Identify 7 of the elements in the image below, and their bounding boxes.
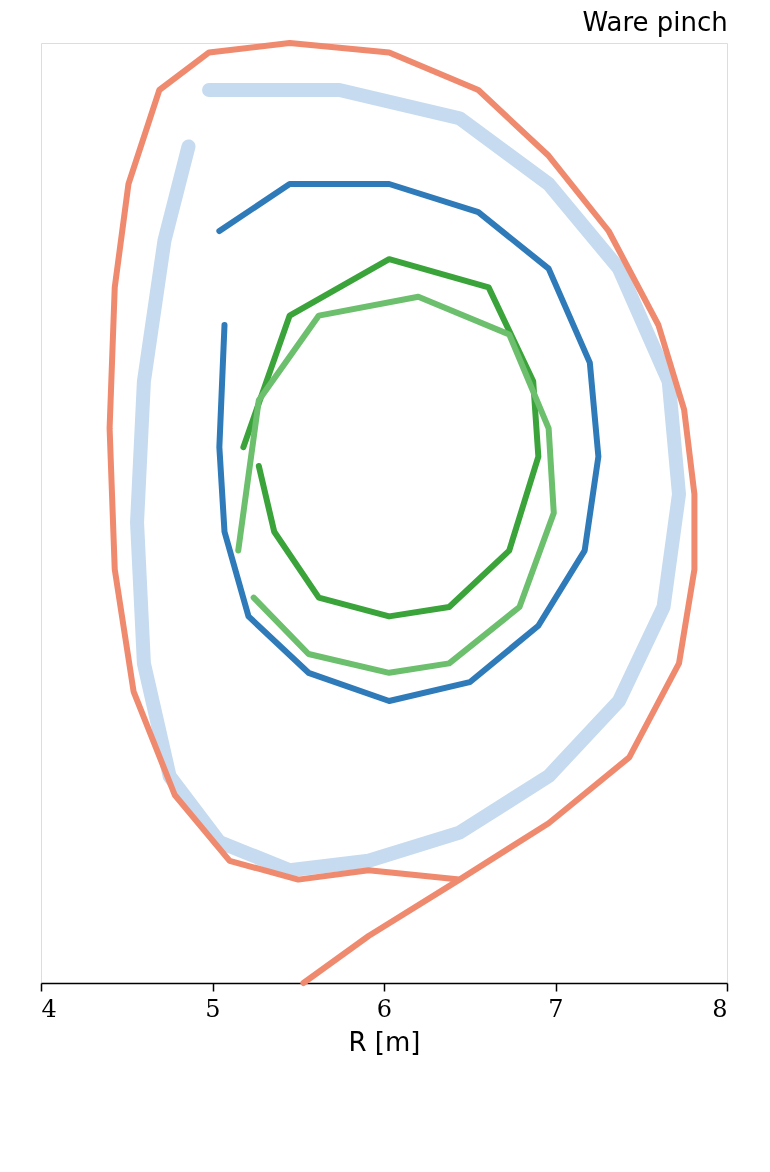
x-tick-label: 8 xyxy=(712,994,728,1023)
chart-title: Ware pinch xyxy=(582,7,728,37)
x-tick-label: 6 xyxy=(376,994,393,1023)
x-tick-label: 5 xyxy=(205,994,221,1023)
x-tick-label: 7 xyxy=(548,994,564,1023)
x-tick-label: 4 xyxy=(41,994,57,1023)
x-axis-title: R [m] xyxy=(348,1026,421,1057)
